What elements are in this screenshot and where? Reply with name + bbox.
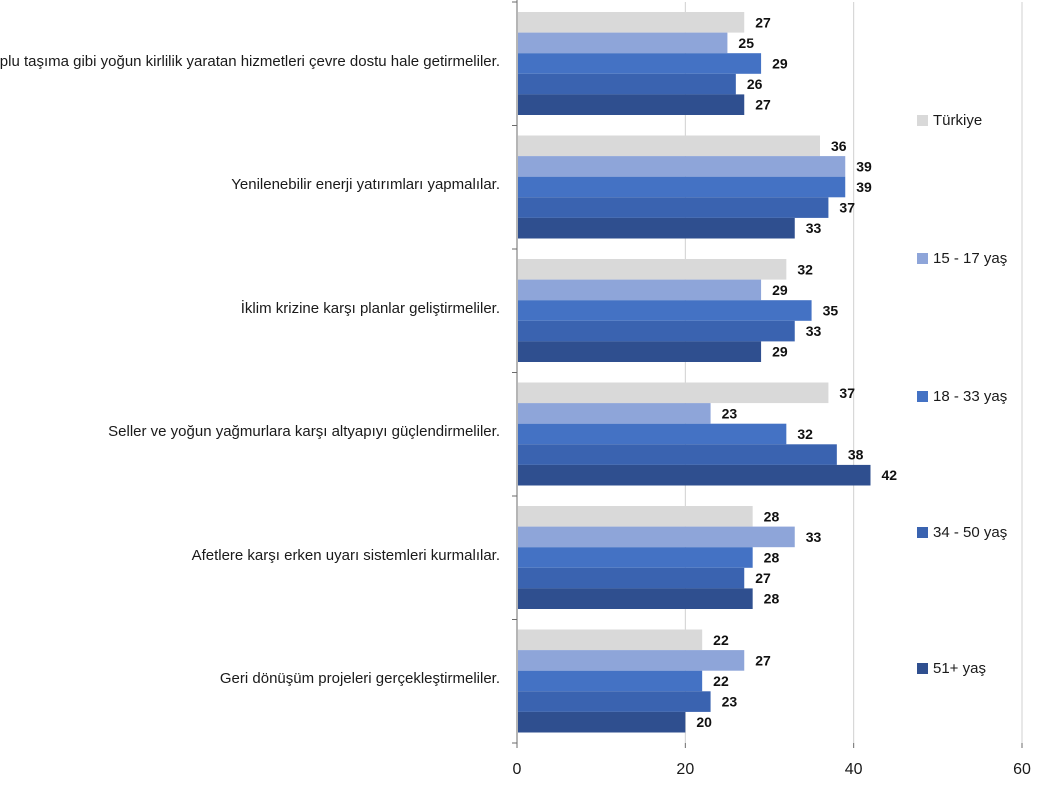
bar [518,567,745,589]
bar-value-label: 27 [755,97,771,113]
bar-value-label: 25 [738,35,754,51]
legend-label: 15 - 17 yaş [933,249,1008,267]
bar-value-label: 32 [797,426,813,442]
bar [518,217,795,239]
legend-item: Türkiye [917,111,982,129]
category-label: Yenilenebilir enerji yatırımları yapmalı… [231,176,500,194]
bar-value-label: 33 [806,529,822,545]
legend-item: 51+ yaş [917,659,986,677]
legend-label: 51+ yaş [933,659,986,677]
bar [518,156,846,177]
bar-value-label: 23 [722,694,738,710]
bar-value-label: 26 [747,76,763,92]
legend-swatch [917,114,928,126]
bar-value-label: 27 [755,14,771,30]
bar-value-label: 42 [882,467,898,483]
bar [518,691,711,712]
bar-value-label: 39 [856,158,872,174]
x-tick-label: 0 [513,761,522,778]
bar-value-label: 29 [772,282,788,298]
x-tick-label: 20 [676,761,694,778]
x-tick-label: 40 [845,761,863,778]
legend-label: 18 - 33 yaş [933,387,1008,405]
bar [518,320,795,342]
bar [518,547,753,568]
bar [518,341,762,362]
bar-value-label: 28 [764,508,780,524]
bar-value-label: 29 [772,344,788,360]
bar [518,197,829,218]
bar [518,279,762,301]
bar-value-label: 39 [856,179,872,195]
bar [518,588,753,609]
legend-item: 15 - 17 yaş [917,249,1007,267]
bar-value-label: 33 [806,220,822,236]
bar-value-label: 33 [806,323,822,339]
bar [518,670,703,692]
bar-value-label: 37 [839,200,855,216]
bar-value-label: 23 [722,405,738,421]
bar [518,259,787,280]
bar-value-label: 29 [772,56,788,72]
bar [518,650,745,671]
bar [518,506,753,527]
bar [518,382,829,404]
bar [518,300,812,321]
bar [518,12,745,33]
category-label: İklim krizine karşı planlar geliştirmeli… [240,299,500,317]
bar-value-label: 35 [823,303,839,319]
legend-swatch [917,662,928,674]
category-label: Toplu taşıma gibi yoğun kirlilik yaratan… [0,52,500,70]
bar-value-label: 28 [764,550,780,566]
bar [518,135,820,157]
bar [518,464,871,486]
legend-item: 34 - 50 yaş [917,523,1007,541]
bar [518,444,837,465]
x-tick-label: 60 [1013,761,1031,778]
bar-value-label: 32 [797,261,813,277]
bar [518,32,728,54]
legend-label: 34 - 50 yaş [933,523,1008,541]
bar-value-label: 27 [755,570,771,586]
bar [518,711,686,733]
bar-value-label: 28 [764,591,780,607]
bar [518,629,703,651]
legend-swatch [917,252,928,264]
category-label: Seller ve yoğun yağmurlara karşı altyapı… [108,423,500,441]
legend-swatch [917,390,928,402]
bar-value-label: 38 [848,447,864,463]
bar [518,53,762,74]
category-label: Afetlere karşı erken uyarı sistemleri ku… [191,546,500,564]
bar-value-label: 20 [696,714,712,730]
bar-value-label: 22 [713,632,729,648]
legend-swatch [917,526,928,538]
bar-value-label: 27 [755,652,771,668]
bar [518,73,736,95]
legend-item: 18 - 33 yaş [917,387,1007,405]
bar [518,423,787,445]
bar-value-label: 36 [831,138,847,154]
bar-value-label: 22 [713,673,729,689]
bar [518,94,745,115]
category-label: Geri dönüşüm projeleri gerçekleştirmelil… [219,670,500,688]
bar [518,403,711,424]
bar [518,526,795,548]
legend-label: Türkiye [933,111,983,129]
bar [518,176,846,198]
bar-value-label: 37 [839,385,855,401]
